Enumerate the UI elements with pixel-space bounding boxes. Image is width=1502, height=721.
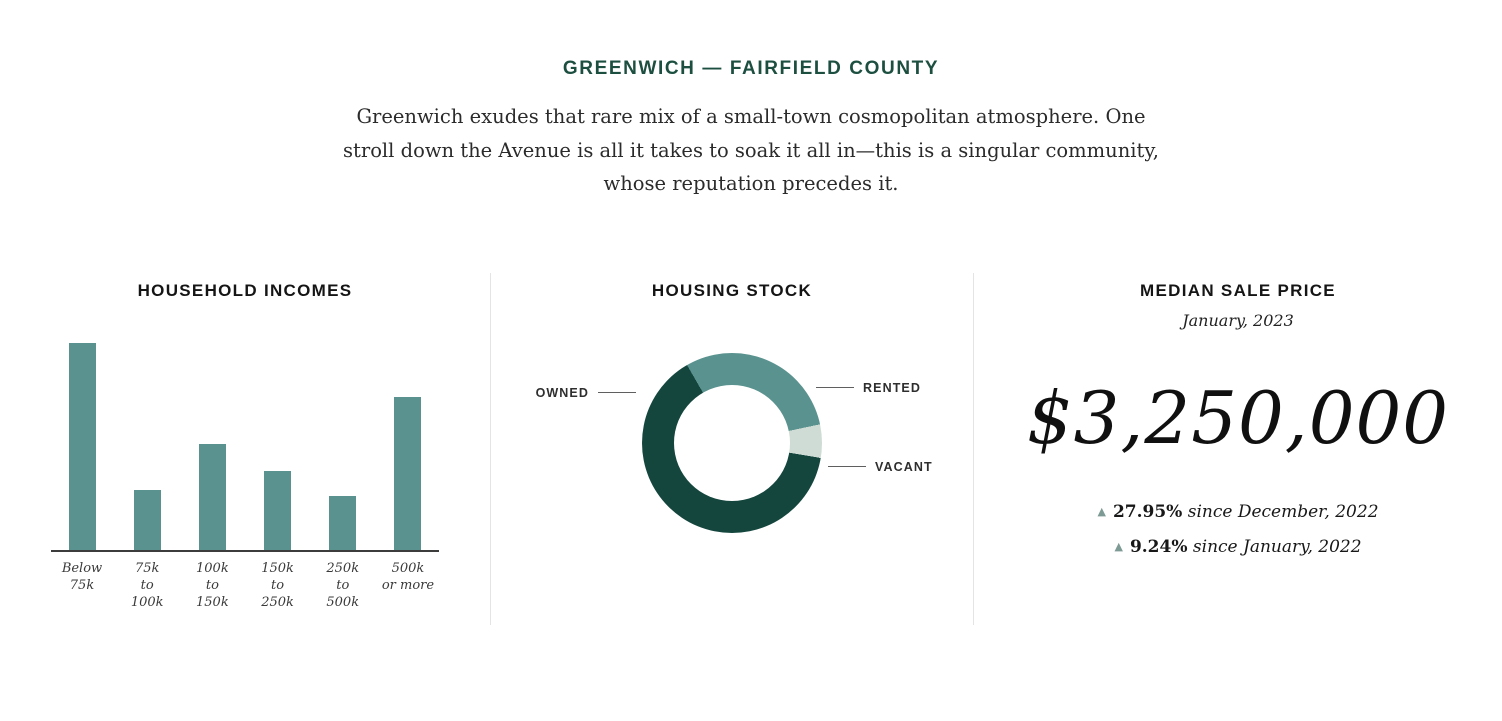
bar-chart-x-axis-labels: Below 75k 75k to 100k 100k to 150k 150k to 250k 250… — [51, 560, 439, 611]
price-change-stats: ▲ 27.95% since December, 2022 ▲ 9.24% since… — [974, 502, 1502, 557]
bar-slot — [51, 342, 113, 550]
bar-label: 250k to 500k — [326, 560, 360, 610]
page-description: Greenwich exudes that rare mix of a smal… — [343, 105, 1159, 195]
housing-stock-donut-chart: OWNED RENTED VACANT — [491, 352, 973, 603]
bar-150k-to-250k — [264, 470, 292, 550]
bar-500k-or-more — [394, 396, 422, 550]
owned-label: OWNED — [535, 385, 589, 400]
page: GREENWICH — FAIRFIELD COUNTY Greenwich e… — [0, 0, 1502, 625]
median-sale-price-section: MEDIAN SALE PRICE January, 2023 $3,250,0… — [973, 272, 1502, 625]
bar-slot — [377, 396, 439, 550]
callout-line — [828, 465, 866, 468]
median-sale-price-value: $3,250,000 — [1026, 375, 1450, 460]
stat-percent: 27.95% — [1112, 501, 1183, 522]
callout-vacant: VACANT — [828, 460, 933, 474]
household-incomes-bar-chart: Below 75k 75k to 100k 100k to 150k 150k to 250k 250… — [51, 342, 439, 611]
stat-text: since January, 2022 — [1187, 536, 1362, 557]
housing-stock-title: HOUSING STOCK — [651, 280, 813, 300]
bar-slot — [181, 443, 243, 550]
housing-stock-section: HOUSING STOCK OWNED RENTED VACANT — [490, 272, 973, 625]
stats-columns: HOUSEHOLD INCOMES Below 75k 75k to 100k 100k t… — [0, 272, 1502, 625]
bar-slot — [116, 489, 178, 550]
up-triangle-icon: ▲ — [1097, 504, 1106, 518]
price-change-stat: ▲ 27.95% since December, 2022 — [974, 502, 1502, 522]
bar-label: Below 75k — [61, 560, 103, 593]
median-sale-price-date: January, 2023 — [1182, 310, 1294, 330]
bar-slot — [247, 470, 309, 550]
donut-ring — [642, 352, 822, 533]
median-sale-price-title: MEDIAN SALE PRICE — [1140, 280, 1336, 300]
price-change-stat: ▲ 9.24% since January, 2022 — [974, 537, 1502, 557]
page-title: GREENWICH — FAIRFIELD COUNTY — [562, 58, 940, 79]
household-incomes-section: HOUSEHOLD INCOMES Below 75k 75k to 100k 100k t… — [0, 273, 490, 625]
bar-75k-to-100k — [133, 489, 161, 550]
bar-label: 100k to 150k — [196, 560, 229, 610]
rented-label: RENTED — [863, 380, 921, 395]
bar-slot — [312, 495, 374, 550]
callout-owned: OWNED — [536, 386, 636, 400]
vacant-label: VACANT — [875, 459, 933, 474]
bar-below-75k — [68, 342, 96, 550]
bar-label: 150k to 250k — [261, 560, 294, 610]
header: GREENWICH — FAIRFIELD COUNTY Greenwich e… — [0, 0, 1502, 201]
callout-line — [816, 386, 854, 389]
bar-label: 500k or more — [381, 560, 435, 593]
bar-label: 75k to 100k — [130, 560, 164, 610]
bar-chart-plot-area — [51, 342, 439, 552]
up-triangle-icon: ▲ — [1114, 539, 1123, 553]
bar-100k-to-150k — [198, 443, 226, 550]
callout-line — [598, 391, 636, 394]
callout-rented: RENTED — [816, 381, 921, 395]
stat-percent: 9.24% — [1129, 536, 1188, 557]
bar-250k-to-500k — [329, 495, 357, 550]
stat-text: since December, 2022 — [1182, 501, 1379, 522]
household-incomes-title: HOUSEHOLD INCOMES — [137, 280, 353, 300]
